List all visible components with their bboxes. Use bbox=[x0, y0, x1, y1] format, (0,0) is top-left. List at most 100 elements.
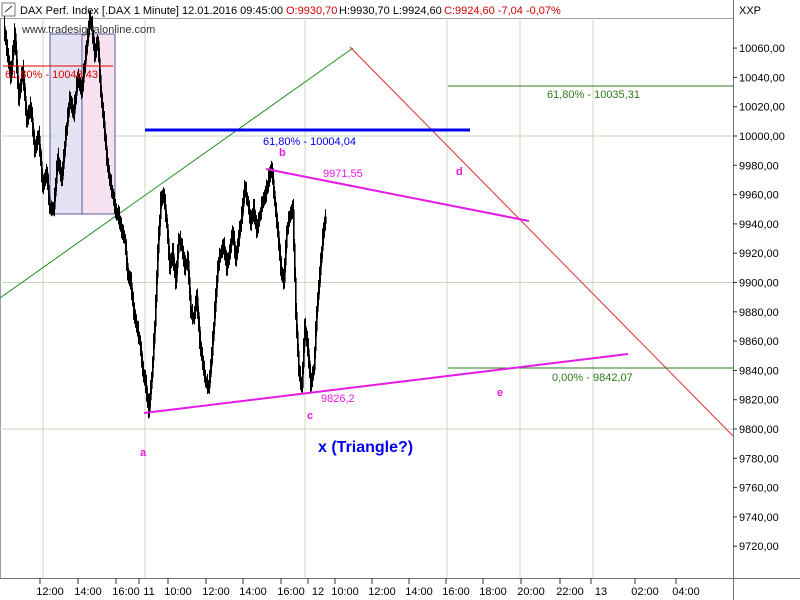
candle-body bbox=[112, 189, 114, 195]
header-instrument: DAX Perf. Index [.DAX 1 Minute] 12.01.20… bbox=[20, 5, 283, 17]
candle-body bbox=[119, 216, 121, 222]
candle-body bbox=[209, 377, 211, 388]
candle-body bbox=[41, 161, 43, 175]
candle-body bbox=[27, 117, 29, 122]
candle-body bbox=[92, 26, 94, 36]
candle-body bbox=[190, 294, 192, 312]
candle-body bbox=[187, 260, 189, 263]
candle-body bbox=[111, 184, 113, 190]
candle-body bbox=[48, 184, 50, 198]
candle-body bbox=[144, 375, 146, 381]
candle-body bbox=[184, 260, 186, 268]
candle-body bbox=[68, 108, 70, 118]
candle-body bbox=[69, 99, 71, 109]
x-tick-label: 20:00 bbox=[517, 586, 545, 598]
candle-body bbox=[148, 402, 150, 412]
candle-body bbox=[256, 223, 258, 232]
candle-body bbox=[238, 238, 240, 246]
candle-body bbox=[166, 214, 168, 224]
candle-body bbox=[107, 157, 109, 166]
candle-body bbox=[102, 101, 104, 112]
candle-body bbox=[17, 66, 19, 83]
candle-body bbox=[44, 179, 46, 184]
candle-body bbox=[197, 297, 199, 312]
candle-body bbox=[303, 346, 305, 368]
candle-body bbox=[75, 95, 77, 105]
candle-body bbox=[314, 350, 316, 371]
trendline-red bbox=[349, 46, 734, 437]
candle-body bbox=[182, 245, 184, 254]
candle-body bbox=[93, 35, 95, 46]
candle-body bbox=[227, 262, 229, 268]
candle-body bbox=[258, 221, 260, 227]
candle-body bbox=[317, 299, 319, 312]
candle-body bbox=[316, 311, 318, 332]
candle-body bbox=[120, 221, 122, 227]
candle-body bbox=[147, 393, 149, 403]
candle-body bbox=[247, 197, 249, 202]
candle-body bbox=[81, 88, 83, 93]
candle-body bbox=[320, 262, 322, 276]
candle-body bbox=[83, 73, 85, 83]
trend-lines bbox=[0, 46, 734, 437]
candle-body bbox=[208, 386, 210, 388]
candle-body bbox=[108, 165, 110, 173]
candle-body bbox=[158, 236, 160, 254]
candle-body bbox=[207, 384, 209, 387]
x-tick-label: 12:00 bbox=[36, 586, 64, 598]
candle-body bbox=[204, 369, 206, 376]
candle-body bbox=[224, 245, 226, 254]
x-axis-ticks: 12:00 14:00 16:00 11 10:00 12:00 14:00 16:00 12 1… bbox=[36, 578, 700, 598]
candle-body bbox=[60, 168, 62, 175]
candle-body bbox=[167, 223, 169, 239]
candle-body bbox=[155, 302, 157, 327]
candle-body bbox=[46, 172, 48, 177]
candle-body bbox=[267, 184, 269, 190]
candle-body bbox=[181, 243, 183, 246]
candle-body bbox=[143, 370, 145, 376]
candle-body bbox=[26, 108, 28, 122]
header-ohlc-black: H:9930,70 L:9924,60 bbox=[339, 5, 442, 17]
candle-body bbox=[263, 199, 265, 202]
candle-body bbox=[286, 231, 288, 249]
y-tick-label: 9900,00 bbox=[739, 278, 779, 290]
y-tick-label: 9720,00 bbox=[739, 541, 779, 553]
candle-body bbox=[260, 211, 262, 217]
candle-body bbox=[103, 111, 105, 122]
candle-body bbox=[183, 253, 185, 261]
candle-body bbox=[12, 55, 14, 67]
candle-body bbox=[189, 277, 191, 295]
candle-body bbox=[82, 82, 84, 93]
candle-body bbox=[293, 209, 295, 244]
candle-body bbox=[133, 302, 135, 312]
y-tick-label: 9760,00 bbox=[739, 483, 779, 495]
candle-body bbox=[236, 253, 238, 261]
candle-body bbox=[4, 26, 6, 34]
candle-body bbox=[318, 287, 320, 300]
candle-body bbox=[7, 48, 9, 56]
candle-body bbox=[241, 216, 243, 224]
y-tick-label: 9860,00 bbox=[739, 336, 779, 348]
candle-body bbox=[129, 277, 131, 281]
candle-body bbox=[80, 84, 82, 89]
candle-body bbox=[322, 238, 324, 251]
candle-body bbox=[229, 253, 231, 259]
candle-body bbox=[312, 375, 314, 381]
candle-body bbox=[131, 282, 133, 293]
candle-body bbox=[29, 110, 31, 115]
candle-body bbox=[231, 238, 233, 246]
candle-body bbox=[55, 183, 57, 197]
candle-body bbox=[135, 316, 137, 322]
candle-body bbox=[246, 192, 248, 198]
candle-body bbox=[5, 33, 7, 41]
candle-body bbox=[304, 326, 306, 347]
candle-body bbox=[196, 297, 198, 305]
candle-body bbox=[128, 275, 130, 278]
header-chart-icon[interactable] bbox=[1, 2, 16, 17]
candle-body bbox=[160, 201, 162, 220]
x-tick-label: 14:00 bbox=[74, 586, 102, 598]
fib-red-label: 61,80% - 10048,43 bbox=[5, 69, 98, 81]
candle-body bbox=[141, 350, 143, 361]
